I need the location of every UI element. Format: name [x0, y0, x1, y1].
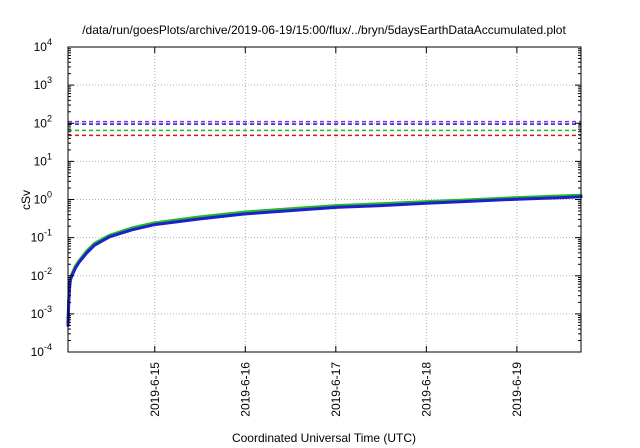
x-axis-label: Coordinated Universal Time (UTC): [232, 431, 416, 445]
y-tick-label: 100: [34, 190, 52, 207]
y-axis-label: cSv: [19, 190, 33, 210]
y-tick-label: 10-3: [31, 304, 52, 321]
reference-lines: [68, 120, 581, 137]
y-tick-label: 10-4: [31, 342, 52, 359]
y-tick-label: 10-1: [31, 228, 52, 245]
series-lines: [66, 193, 583, 327]
x-tick-label: 2019-6-15: [148, 362, 162, 417]
x-tick-label: 2019-6-18: [419, 362, 433, 417]
x-tick-label: 2019-6-19: [510, 362, 524, 417]
series-line: [66, 193, 583, 324]
y-tick-label: 10-2: [31, 266, 52, 283]
x-axis: 2019-6-15 2019-6-16 2019-6-17 2019-6-18 2019…: [148, 47, 524, 417]
chart-title: /data/run/goesPlots/archive/2019-06-19/1…: [82, 23, 566, 37]
y-tick-label: 103: [34, 75, 52, 92]
y-tick-label: 102: [34, 113, 52, 130]
series-line: [66, 195, 583, 327]
x-tick-label: 2019-6-16: [238, 362, 252, 417]
y-tick-label: 104: [34, 37, 52, 54]
y-tick-label: 101: [34, 151, 52, 168]
x-tick-label: 2019-6-17: [329, 362, 343, 417]
